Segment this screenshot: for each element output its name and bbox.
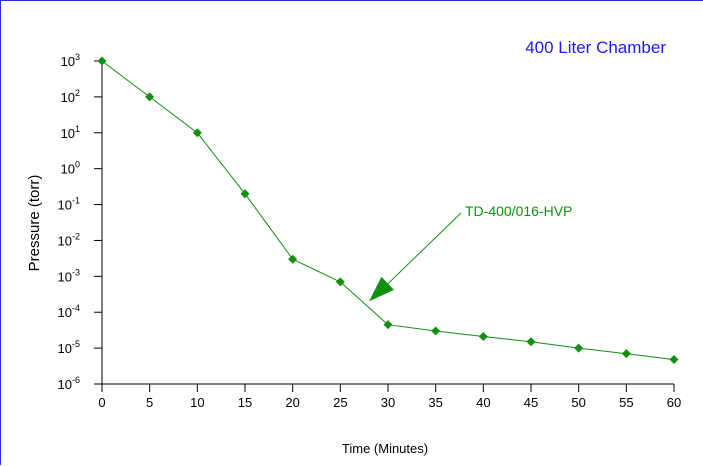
x-ticks: 0 5 10 15 20 25 30 35 40 45 50 55 60	[98, 384, 681, 410]
data-point	[526, 337, 536, 347]
y-tick-label: 10-1	[58, 196, 80, 213]
annotation-group: TD-400/016-HVP	[368, 203, 572, 302]
x-tick-label: 50	[571, 395, 585, 410]
x-tick-label: 20	[285, 395, 299, 410]
x-tick-label: 35	[428, 395, 442, 410]
axes	[101, 61, 674, 385]
data-point	[97, 56, 107, 66]
data-point	[669, 355, 679, 365]
annotation-arrow-line	[378, 212, 462, 293]
y-tick-label: 10-4	[58, 303, 80, 320]
x-tick-label: 60	[667, 395, 681, 410]
y-tick-label: 100	[61, 160, 80, 177]
data-point	[240, 189, 250, 199]
data-point	[192, 128, 202, 138]
y-ticks: 10-6 10-5 10-4 10-3 10-2 10-1 100 101 102 103	[58, 52, 102, 392]
y-tick-label: 10-6	[58, 375, 80, 392]
data-point	[288, 254, 298, 264]
x-tick-label: 40	[476, 395, 490, 410]
data-point	[478, 332, 488, 342]
x-tick-label: 15	[238, 395, 252, 410]
data-point	[621, 349, 631, 359]
x-tick-label: 30	[381, 395, 395, 410]
y-tick-label: 101	[61, 124, 80, 141]
x-tick-label: 55	[619, 395, 633, 410]
data-point	[431, 326, 441, 336]
y-tick-label: 10-5	[58, 339, 80, 356]
y-tick-label: 103	[61, 52, 80, 69]
x-tick-label: 25	[333, 395, 347, 410]
data-point	[145, 92, 155, 102]
data-point	[335, 277, 345, 287]
x-tick-label: 5	[146, 395, 153, 410]
y-tick-label: 102	[61, 88, 80, 105]
y-axis-label: Pressure (torr)	[26, 175, 43, 272]
x-tick-label: 10	[190, 395, 204, 410]
series-group	[97, 56, 679, 365]
x-tick-label: 0	[98, 395, 105, 410]
series-line	[101, 60, 675, 361]
data-point	[383, 320, 393, 330]
chart-title: 400 Liter Chamber	[525, 38, 666, 57]
annotation-label: TD-400/016-HVP	[465, 203, 572, 219]
x-axis-label: Time (Minutes)	[342, 441, 428, 456]
y-tick-label: 10-3	[58, 267, 80, 284]
y-tick-label: 10-2	[58, 231, 80, 248]
x-tick-label: 45	[524, 395, 538, 410]
data-point	[574, 343, 584, 353]
annotation-arrow-head	[368, 276, 394, 302]
